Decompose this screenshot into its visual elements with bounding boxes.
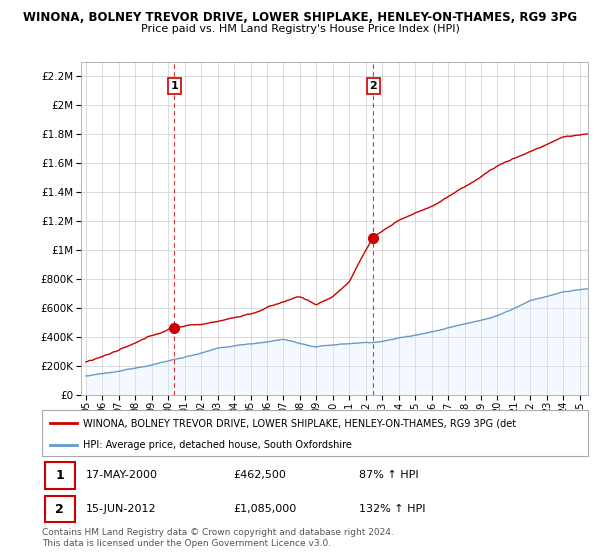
Text: 2: 2 [370,81,377,91]
Text: This data is licensed under the Open Government Licence v3.0.: This data is licensed under the Open Gov… [42,539,331,548]
Bar [45,463,75,488]
Text: 15-JUN-2012: 15-JUN-2012 [86,504,157,514]
Text: 87% ↑ HPI: 87% ↑ HPI [359,470,418,480]
Text: 132% ↑ HPI: 132% ↑ HPI [359,504,425,514]
Text: 2: 2 [55,502,64,516]
Text: 17-MAY-2000: 17-MAY-2000 [86,470,158,480]
Text: HPI: Average price, detached house, South Oxfordshire: HPI: Average price, detached house, Sout… [83,440,352,450]
Text: 1: 1 [55,469,64,482]
Bar [45,496,75,522]
Text: Price paid vs. HM Land Registry's House Price Index (HPI): Price paid vs. HM Land Registry's House … [140,24,460,34]
Text: 1: 1 [170,81,178,91]
Text: £462,500: £462,500 [233,470,286,480]
Text: WINONA, BOLNEY TREVOR DRIVE, LOWER SHIPLAKE, HENLEY-ON-THAMES, RG9 3PG: WINONA, BOLNEY TREVOR DRIVE, LOWER SHIPL… [23,11,577,24]
Text: WINONA, BOLNEY TREVOR DRIVE, LOWER SHIPLAKE, HENLEY-ON-THAMES, RG9 3PG (det: WINONA, BOLNEY TREVOR DRIVE, LOWER SHIPL… [83,418,516,428]
Text: Contains HM Land Registry data © Crown copyright and database right 2024.: Contains HM Land Registry data © Crown c… [42,528,394,537]
Text: £1,085,000: £1,085,000 [233,504,296,514]
